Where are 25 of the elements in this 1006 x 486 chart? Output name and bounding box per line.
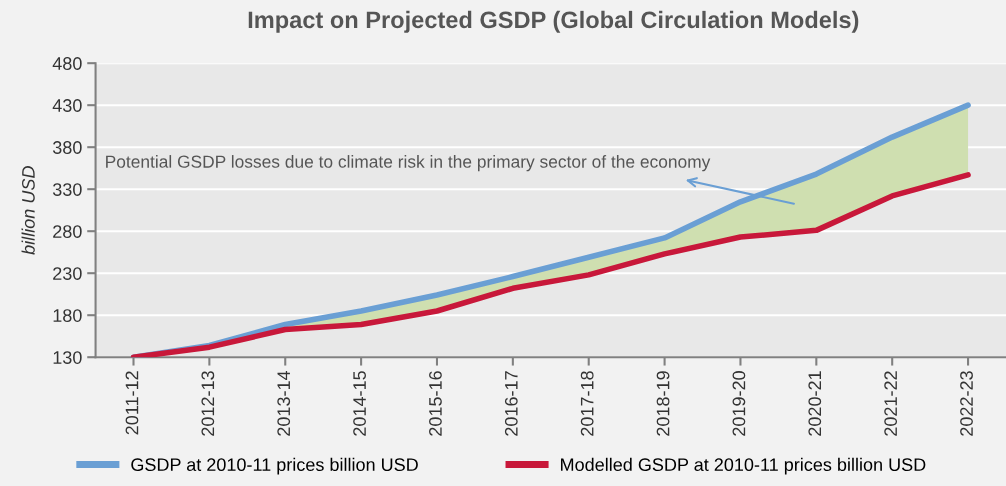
y-tick-label: 230 bbox=[53, 267, 82, 280]
x-tick-label: 2019-20 bbox=[732, 371, 746, 436]
y-tick-label: 130 bbox=[53, 351, 82, 364]
x-tick-label: 2011-12 bbox=[125, 371, 139, 435]
x-tick-label: 2017-18 bbox=[580, 371, 594, 436]
y-tick-label: 380 bbox=[52, 141, 82, 154]
chart-title: Impact on Projected GSDP (Global Circulation Models) bbox=[248, 10, 859, 33]
y-tick-label: 330 bbox=[52, 183, 82, 196]
y-tick-label: 480 bbox=[52, 57, 82, 70]
y-axis-title: billion USD bbox=[21, 166, 35, 255]
x-tick-label: 2013-14 bbox=[277, 370, 291, 436]
y-tick-label: 180 bbox=[53, 309, 82, 322]
x-tick-label: 2012-13 bbox=[201, 371, 215, 436]
y-tick-label: 430 bbox=[52, 99, 82, 112]
x-tick-label: 2016-17 bbox=[504, 371, 518, 436]
x-tick-label: 2021-22 bbox=[884, 371, 898, 436]
annotation: Potential GSDP losses due to climate risk in the primary sector of the economy bbox=[106, 155, 711, 172]
legend-label: Modelled GSDP at 2010-11 prices billion USD bbox=[561, 457, 926, 475]
x-tick-label: 2022-23 bbox=[960, 371, 973, 436]
x-tick-label: 2018-19 bbox=[656, 371, 670, 436]
x-tick-label: 2020-21 bbox=[808, 371, 822, 436]
x-tick-label: 2015-16 bbox=[429, 371, 442, 436]
legend-label: GSDP at 2010-11 prices billion USD bbox=[131, 457, 418, 475]
x-tick-label: 2014-15 bbox=[353, 371, 366, 436]
y-tick-label: 280 bbox=[53, 225, 82, 238]
